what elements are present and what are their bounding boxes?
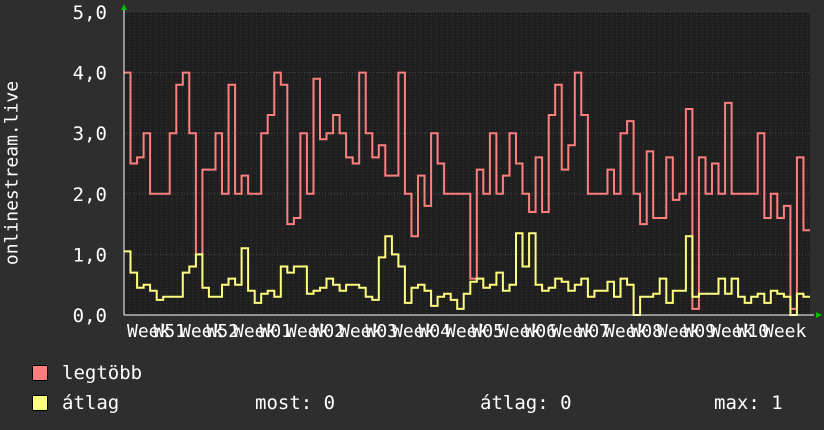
y-axis-arrow [121, 4, 127, 10]
x-tick-label: Week [127, 321, 171, 342]
legend-label-avg: átlag [62, 392, 120, 414]
x-tick-label: W08 [631, 321, 664, 342]
x-axis-arrow [816, 312, 822, 318]
x-tick-labels: WeekW51WeekW52WeekW01WeekW02WeekW03WeekW… [127, 321, 807, 342]
axes [121, 4, 822, 318]
x-tick-label: Week [339, 321, 383, 342]
x-tick-label: W05 [472, 321, 505, 342]
y-tick-label: 5,0 [73, 2, 107, 24]
legend-label-max: legtöbb [62, 362, 143, 384]
series-line-0 [124, 71, 810, 310]
x-tick-label: W03 [366, 321, 399, 342]
x-tick-label: Week [551, 321, 595, 342]
x-tick-label: W04 [419, 321, 452, 342]
x-tick-label: W10 [737, 321, 770, 342]
legend-item-max: legtöbb [32, 362, 142, 384]
x-tick-label: Week [180, 321, 224, 342]
x-tick-label: Week [498, 321, 542, 342]
series-lines [124, 71, 810, 316]
y-tick-label: 1,0 [73, 244, 107, 266]
x-tick-label: W52 [207, 321, 240, 342]
x-tick-label: W06 [525, 321, 558, 342]
stat-now: most: 0 [255, 392, 336, 414]
series-line-1 [124, 232, 810, 316]
y-tick-label: 2,0 [73, 184, 107, 206]
y-tick-label: 4,0 [73, 63, 107, 85]
x-tick-label: Week [445, 321, 489, 342]
x-tick-label: W02 [313, 321, 346, 342]
x-tick-label: W09 [684, 321, 717, 342]
x-tick-label: Week [604, 321, 648, 342]
x-tick-label: W07 [578, 321, 611, 342]
x-tick-label: Week [710, 321, 754, 342]
y-tick-label: 3,0 [73, 123, 107, 145]
x-tick-label: W01 [260, 321, 293, 342]
x-tick-label: W51 [154, 321, 187, 342]
x-tick-label: Week [763, 321, 807, 342]
legend-item-avg: átlag [32, 392, 119, 414]
x-tick-label: Week [286, 321, 330, 342]
x-tick-label: Week [392, 321, 436, 342]
legend-swatch-avg [32, 395, 48, 411]
x-tick-label: Week [657, 321, 701, 342]
stat-max: max: 1 [714, 392, 783, 414]
x-tick-label: Week [233, 321, 277, 342]
y-tick-labels: 0,0 1,0 2,0 3,0 4,0 5,0 [73, 2, 107, 327]
y-tick-label: 0,0 [73, 305, 107, 327]
y-axis-label-text: onlinestream.live [1, 80, 23, 266]
plot-area [124, 12, 810, 315]
stat-avg: átlag: 0 [480, 392, 572, 414]
grid [123, 11, 810, 316]
legend-swatch-max [32, 365, 48, 381]
y-axis-label: onlinestream.live [1, 72, 23, 274]
